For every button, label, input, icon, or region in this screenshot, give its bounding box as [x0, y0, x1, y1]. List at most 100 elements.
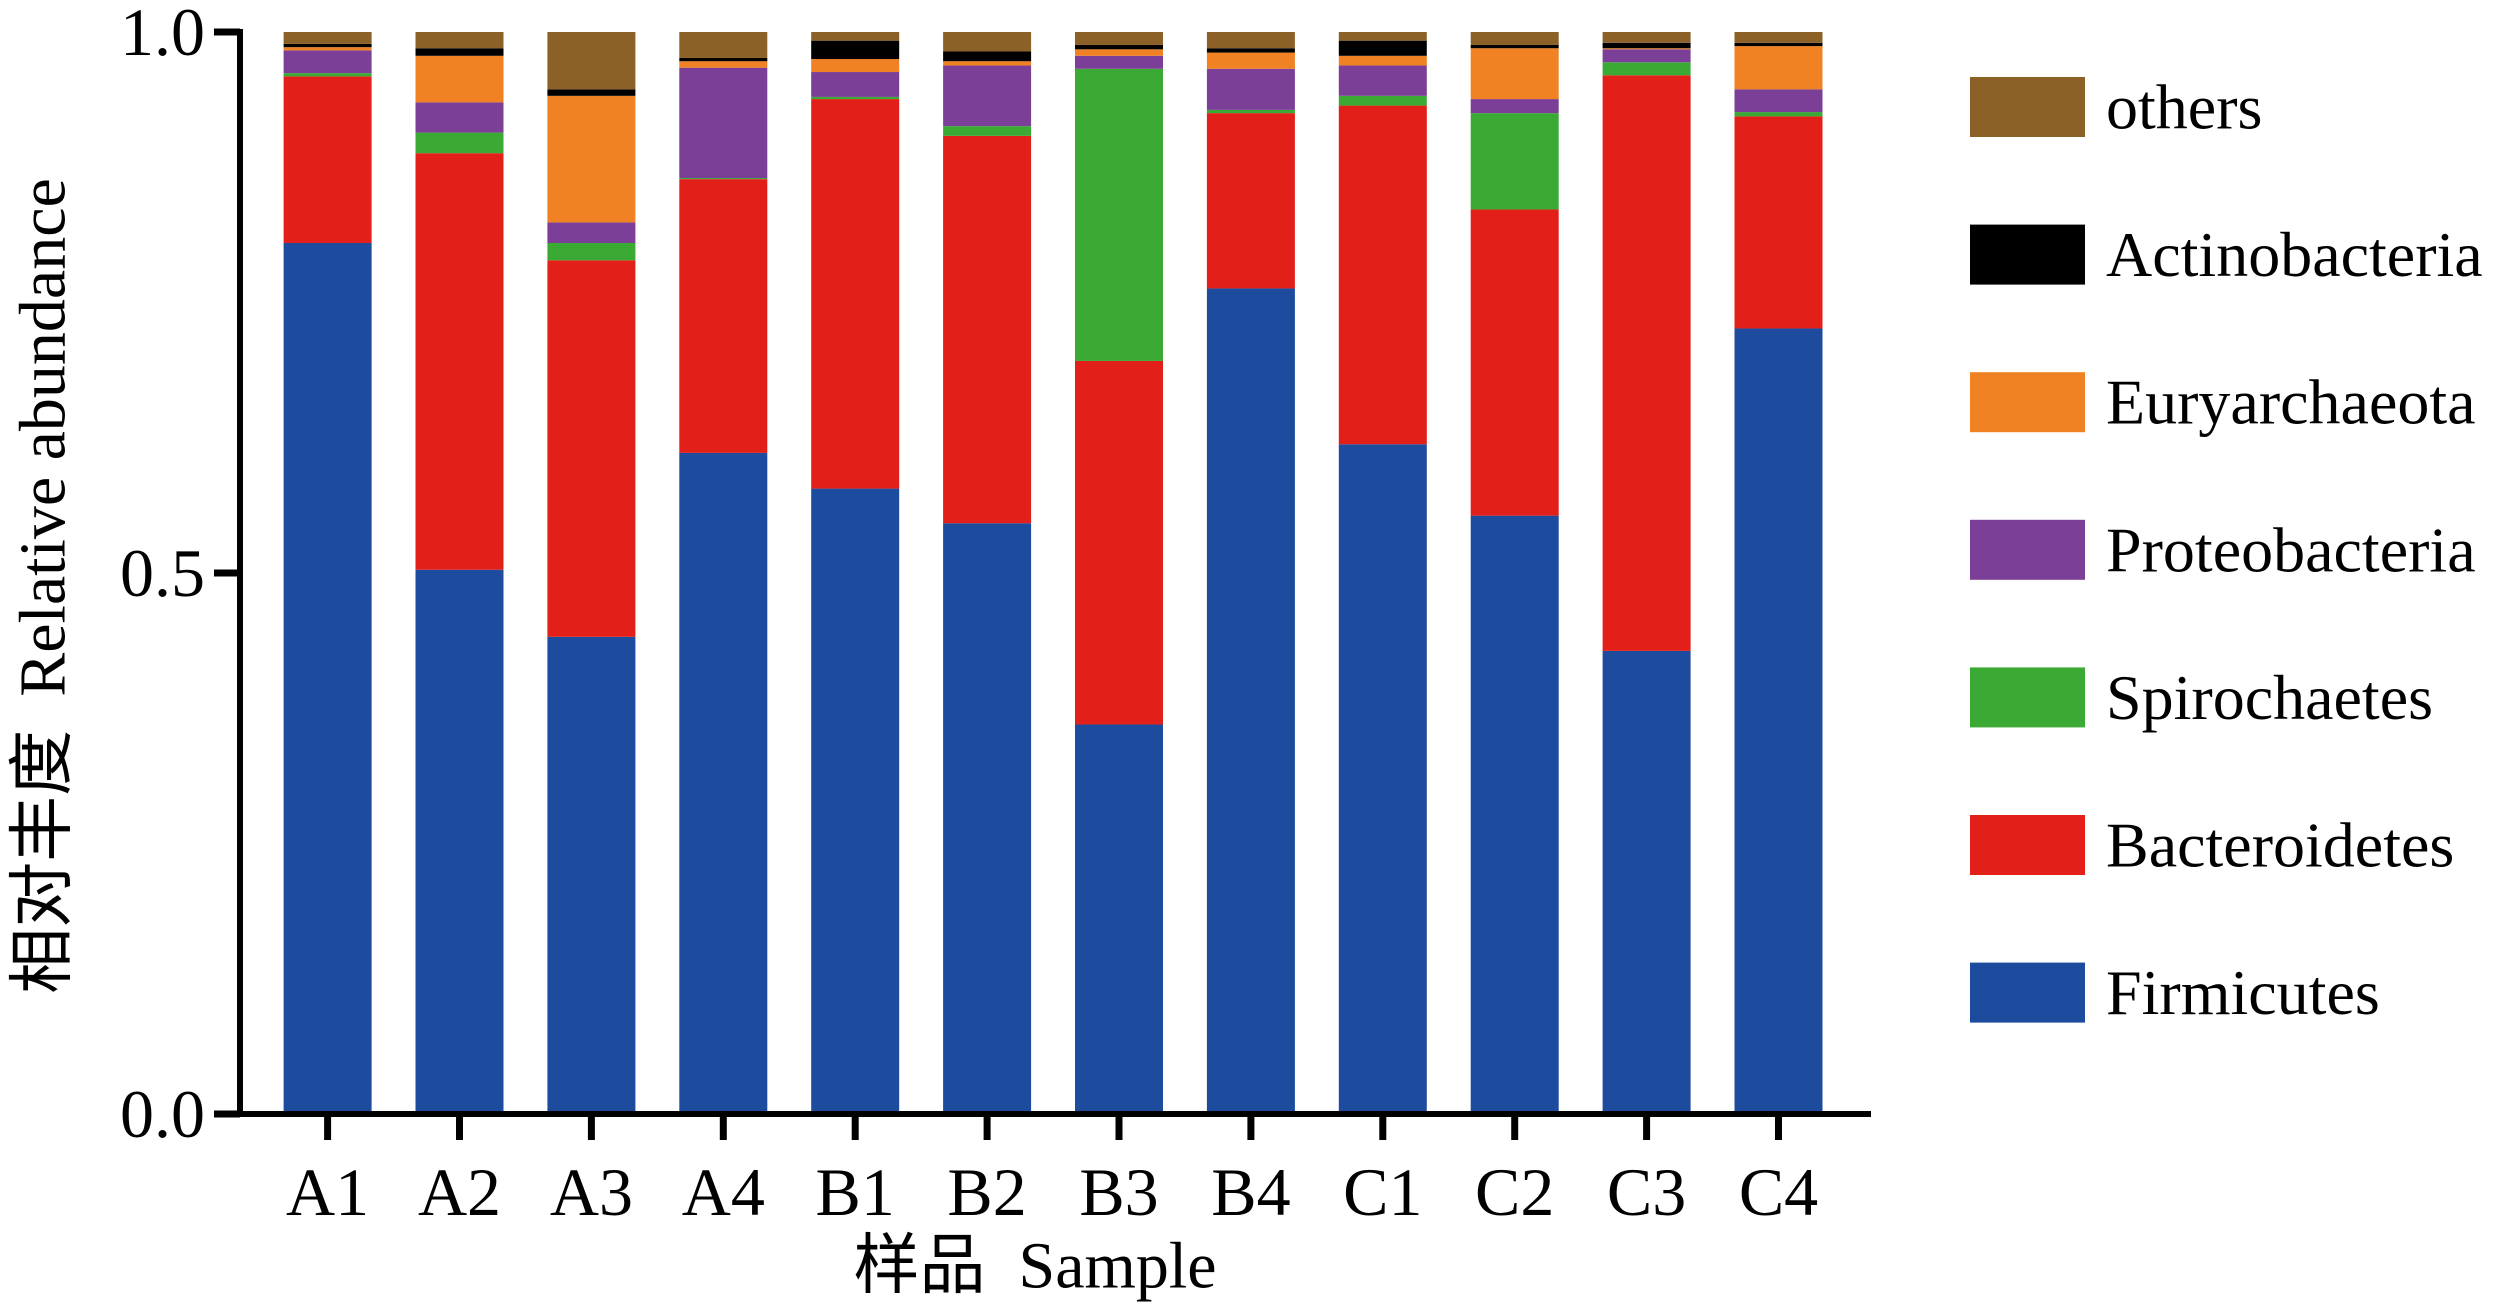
bar-segment-bacteroidetes-a3 — [547, 260, 636, 637]
bar-segment-proteobacteria-a3 — [547, 222, 636, 243]
legend-swatch-firmicutes — [1970, 962, 2085, 1023]
bar-segment-others-c1 — [1338, 32, 1427, 41]
bar-segment-firmicutes-c3 — [1602, 650, 1691, 1114]
legend-label-actinobacteria: Actinobacteria — [2106, 219, 2483, 290]
bar-segment-proteobacteria-b4 — [1206, 68, 1295, 110]
y-tick-label-0-0: 0.0 — [120, 1076, 205, 1152]
x-tick-label-b2: B2 — [947, 1154, 1026, 1230]
bar-stack-a1 — [283, 32, 372, 1115]
bar-segment-firmicutes-b2 — [943, 523, 1032, 1114]
bar-segment-euryarchaeota-a2 — [415, 55, 504, 103]
legend-item-bacteroidetes: Bacteroidetes — [1970, 810, 2454, 881]
bar-segment-spirochaetes-b2 — [943, 126, 1032, 136]
bar-segment-bacteroidetes-b1 — [811, 99, 900, 489]
bar-segment-spirochaetes-c2 — [1470, 113, 1559, 210]
bar-segment-firmicutes-b1 — [811, 488, 900, 1115]
bar-segment-euryarchaeota-c3 — [1602, 48, 1691, 50]
bar-segment-others-a4 — [679, 32, 768, 58]
bar-segment-euryarchaeota-c1 — [1338, 55, 1427, 66]
bar-segment-bacteroidetes-c1 — [1338, 105, 1427, 445]
bar-segment-bacteroidetes-a4 — [679, 179, 768, 453]
bar-segment-others-b4 — [1206, 32, 1295, 49]
bar-stack-c2 — [1470, 32, 1559, 1114]
y-ticks-group: 0.0 0.5 1.0 — [120, 0, 240, 1152]
bar-segment-others-c2 — [1470, 32, 1559, 45]
x-tick-label-b4: B4 — [1211, 1154, 1290, 1230]
x-tick-label-c2: C2 — [1475, 1154, 1554, 1230]
y-axis-title: 相对丰度 Relative abundance — [7, 178, 80, 994]
bar-segment-others-c3 — [1602, 32, 1691, 43]
y-tick-label-1-0: 1.0 — [120, 0, 205, 70]
bar-segment-proteobacteria-c2 — [1470, 99, 1559, 114]
bar-segment-bacteroidetes-c3 — [1602, 75, 1691, 651]
bar-segment-firmicutes-a1 — [283, 242, 372, 1115]
bar-segment-proteobacteria-a1 — [283, 50, 372, 74]
legend-swatch-spirochaetes — [1970, 667, 2085, 728]
bar-stack-c4 — [1734, 32, 1823, 1115]
bar-stack-c1 — [1338, 32, 1427, 1114]
bar-segment-spirochaetes-a1 — [283, 73, 372, 77]
legend-item-actinobacteria: Actinobacteria — [1970, 219, 2483, 290]
bar-segment-others-b3 — [1075, 32, 1163, 45]
bar-segment-bacteroidetes-b2 — [943, 135, 1032, 524]
bar-segment-proteobacteria-b3 — [1075, 55, 1163, 69]
x-tick-label-b1: B1 — [816, 1154, 895, 1230]
bar-segment-bacteroidetes-c4 — [1734, 116, 1823, 329]
legend-label-spirochaetes: Spirochaetes — [2106, 662, 2433, 733]
bar-segment-proteobacteria-c1 — [1338, 65, 1427, 96]
legend-item-others: others — [1970, 72, 2262, 143]
bar-segment-actinobacteria-a3 — [547, 89, 636, 96]
bar-segment-proteobacteria-a2 — [415, 102, 504, 133]
x-tick-label-a2: A2 — [418, 1154, 501, 1230]
legend-item-spirochaetes: Spirochaetes — [1970, 662, 2433, 733]
bar-segment-others-a2 — [415, 32, 504, 49]
bar-segment-spirochaetes-b4 — [1206, 109, 1295, 114]
bar-segment-actinobacteria-a2 — [415, 48, 504, 56]
bar-segment-firmicutes-c4 — [1734, 328, 1823, 1115]
bar-segment-spirochaetes-b3 — [1075, 68, 1163, 361]
bar-segment-actinobacteria-b1 — [811, 40, 900, 60]
bar-segment-proteobacteria-a4 — [679, 67, 768, 179]
bar-segment-firmicutes-c2 — [1470, 515, 1559, 1114]
x-ticks-group: A1 A2 A3 A4 B1 B2 B3 B4 C1 C2 C3 C4 — [286, 1114, 1818, 1230]
bar-segment-proteobacteria-c3 — [1602, 49, 1691, 63]
legend-label-firmicutes: Firmicutes — [2106, 957, 2380, 1028]
bar-segment-bacteroidetes-a2 — [415, 153, 504, 570]
bar-segment-actinobacteria-a1 — [283, 43, 372, 48]
bar-stack-b3 — [1075, 32, 1163, 1114]
bar-segment-bacteroidetes-b3 — [1075, 360, 1163, 725]
bar-segment-proteobacteria-b2 — [943, 65, 1032, 127]
x-tick-label-a3: A3 — [550, 1154, 633, 1230]
legend-label-bacteroidetes: Bacteroidetes — [2106, 810, 2454, 881]
bar-segment-euryarchaeota-c4 — [1734, 46, 1823, 90]
bar-segment-others-b1 — [811, 32, 900, 41]
bar-segment-firmicutes-a4 — [679, 452, 768, 1114]
bar-segment-euryarchaeota-b2 — [943, 61, 1032, 66]
bar-segment-others-a3 — [547, 32, 636, 90]
bar-segment-spirochaetes-a3 — [547, 242, 636, 261]
bar-stack-b2 — [943, 32, 1032, 1114]
bar-segment-spirochaetes-a2 — [415, 132, 504, 154]
bar-segment-euryarchaeota-b3 — [1075, 49, 1163, 56]
bar-segment-firmicutes-b4 — [1206, 288, 1295, 1114]
bar-segment-bacteroidetes-a1 — [283, 76, 372, 243]
bar-segment-actinobacteria-c3 — [1602, 42, 1691, 49]
bar-segment-proteobacteria-c4 — [1734, 89, 1823, 113]
legend-item-euryarchaeota: Euryarchaeota — [1970, 367, 2476, 438]
bar-segment-euryarchaeota-c2 — [1470, 48, 1559, 100]
bar-segment-euryarchaeota-a1 — [283, 47, 372, 51]
bar-segment-spirochaetes-b1 — [811, 96, 900, 100]
bar-segment-others-b2 — [943, 32, 1032, 52]
bar-segment-actinobacteria-c2 — [1470, 44, 1559, 49]
bar-segment-firmicutes-c1 — [1338, 444, 1427, 1114]
x-tick-label-c4: C4 — [1739, 1154, 1818, 1230]
bar-segment-firmicutes-a2 — [415, 569, 504, 1114]
bar-segment-euryarchaeota-b4 — [1206, 52, 1295, 69]
bar-segment-bacteroidetes-c2 — [1470, 209, 1559, 516]
bar-segment-actinobacteria-c1 — [1338, 40, 1427, 56]
bar-segment-euryarchaeota-b1 — [811, 59, 900, 73]
bar-segment-actinobacteria-c4 — [1734, 42, 1823, 47]
bar-segment-actinobacteria-b3 — [1075, 44, 1163, 50]
bar-segment-bacteroidetes-b4 — [1206, 113, 1295, 289]
